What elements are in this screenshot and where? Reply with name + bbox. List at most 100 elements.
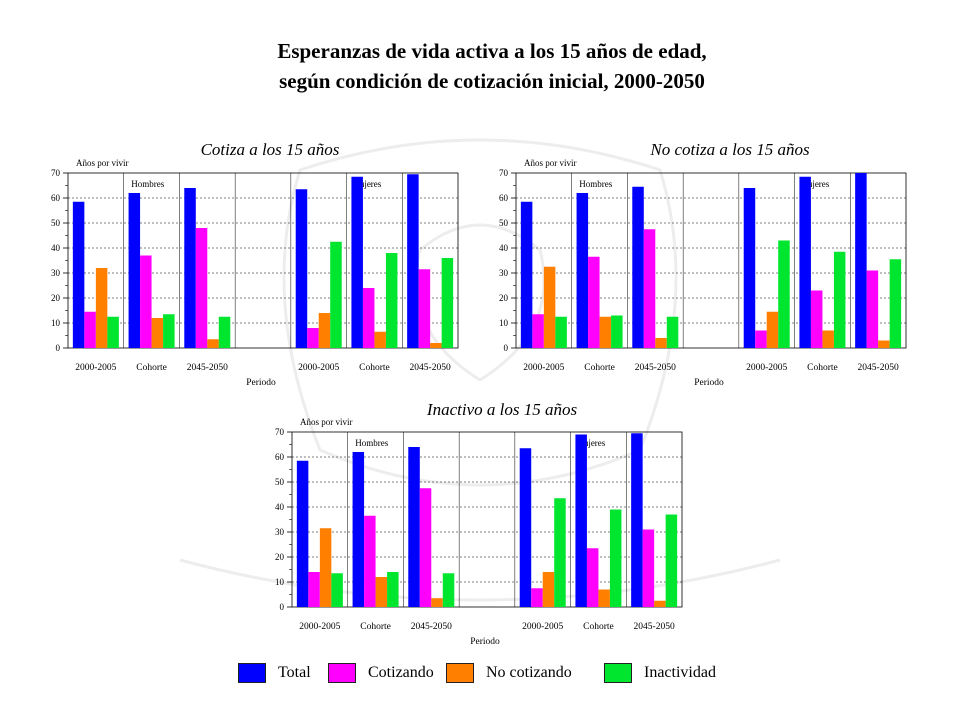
bar-no-cotizando xyxy=(431,598,443,607)
x-tick-label: 2045-2050 xyxy=(187,363,228,373)
bar-total xyxy=(128,193,141,348)
bar-cotizando xyxy=(643,229,656,348)
bar-no-cotizando xyxy=(599,316,612,348)
x-tick-label: 2045-2050 xyxy=(634,622,675,632)
bar-total xyxy=(351,176,363,348)
y-tick-label: 70 xyxy=(499,168,509,178)
bar-no-cotizando xyxy=(878,340,890,348)
bar-no-cotizando xyxy=(151,318,164,348)
legend: No cotizando xyxy=(446,663,572,683)
bar-inactividad xyxy=(163,314,175,348)
bar-no-cotizando xyxy=(598,589,610,607)
page-title-line-2: según condición de cotización inicial, 2… xyxy=(279,69,705,93)
bar-inactividad xyxy=(385,253,398,348)
legend-label-cotizando: Cotizando xyxy=(368,664,434,681)
y-tick-label: 70 xyxy=(51,168,61,178)
y-tick-label: 0 xyxy=(56,343,61,353)
x-tick-label: 2000-2005 xyxy=(522,622,563,632)
bar-total xyxy=(72,201,85,348)
legend-swatch-no-cotizando xyxy=(446,663,474,683)
bar-cotizando xyxy=(364,515,376,607)
bar-no-cotizando xyxy=(822,330,834,348)
bar-inactividad xyxy=(441,258,454,348)
bar-inactividad xyxy=(218,316,231,348)
bar-cotizando xyxy=(362,288,375,348)
bar-inactividad xyxy=(555,316,567,348)
bar-cotizando xyxy=(308,572,320,607)
legend-label-inactividad: Inactividad xyxy=(644,664,716,681)
x-tick-label: 2000-2005 xyxy=(746,363,787,373)
y-tick-label: 60 xyxy=(51,193,61,203)
x-tick-label: 2045-2050 xyxy=(635,363,676,373)
y-tick-label: 20 xyxy=(275,552,285,562)
watermark-stroke xyxy=(179,558,781,602)
y-tick-label: 50 xyxy=(275,477,285,487)
y-tick-label: 0 xyxy=(280,602,285,612)
bar-cotizando xyxy=(307,328,319,348)
bar-no-cotizando xyxy=(318,313,331,348)
legend: Cotizando xyxy=(328,663,434,683)
y-tick-label: 10 xyxy=(51,318,61,328)
bar-no-cotizando xyxy=(766,311,779,348)
y-tick-label: 60 xyxy=(499,193,509,203)
y-tick-label: 10 xyxy=(499,318,509,328)
bar-cotizando xyxy=(755,330,767,348)
group-label-mujeres: Mujeres xyxy=(352,179,382,189)
bar-total xyxy=(519,448,532,607)
bar-inactividad xyxy=(889,259,902,348)
bar-no-cotizando xyxy=(374,331,386,348)
y-tick-label: 10 xyxy=(275,577,285,587)
y-tick-label: 20 xyxy=(51,293,61,303)
legend-swatch-inactividad xyxy=(604,663,632,683)
bar-inactividad xyxy=(778,240,790,348)
bar-cotizando xyxy=(588,256,600,348)
bar-cotizando xyxy=(810,290,823,348)
bar-inactividad xyxy=(330,241,342,348)
legend: Inactividad xyxy=(604,663,716,683)
bar-cotizando xyxy=(419,488,432,607)
y-tick-label: 40 xyxy=(499,243,509,253)
bar-inactividad xyxy=(387,572,399,607)
bar-inactividad xyxy=(665,514,678,607)
bar-inactividad xyxy=(611,315,623,348)
bar-total xyxy=(855,173,867,348)
y-tick-label: 30 xyxy=(51,268,61,278)
bar-inactividad xyxy=(331,573,343,607)
y-tick-label: 40 xyxy=(275,502,285,512)
y-tick-label: 0 xyxy=(504,343,509,353)
x-tick-label: 2000-2005 xyxy=(299,622,340,632)
y-tick-label: 30 xyxy=(499,268,509,278)
group-label-hombres: Hombres xyxy=(355,438,388,448)
chart-title: No cotiza a los 15 años xyxy=(649,140,810,159)
x-tick-label: Cohorte xyxy=(584,363,615,373)
bar-no-cotizando xyxy=(375,577,388,607)
y-tick-label: 50 xyxy=(51,218,61,228)
bar-no-cotizando xyxy=(319,528,332,607)
bar-cotizando xyxy=(532,314,544,348)
legend: Total xyxy=(238,663,311,683)
x-axis-title: Periodo xyxy=(694,378,724,388)
bar-cotizando xyxy=(586,548,599,607)
bar-total xyxy=(295,189,308,348)
bar-no-cotizando xyxy=(95,268,108,348)
x-tick-label: 2000-2005 xyxy=(523,363,564,373)
x-tick-label: 2045-2050 xyxy=(411,622,452,632)
x-tick-label: 2045-2050 xyxy=(410,363,451,373)
y-tick-label: 50 xyxy=(499,218,509,228)
y-tick-label: 70 xyxy=(275,427,285,437)
bar-cotizando xyxy=(418,269,431,348)
plot-area xyxy=(67,172,459,349)
bar-total xyxy=(408,447,420,607)
bar-cotizando xyxy=(84,311,96,348)
bar-inactividad xyxy=(554,498,566,607)
legend-label-total: Total xyxy=(278,664,311,681)
bar-total xyxy=(352,452,365,607)
bar-inactividad xyxy=(442,573,455,607)
plot-area xyxy=(515,172,907,349)
bar-total xyxy=(631,433,643,607)
y-tick-label: 60 xyxy=(275,452,285,462)
bar-cotizando xyxy=(531,588,543,607)
group-label-hombres: Hombres xyxy=(131,179,164,189)
watermark-stroke xyxy=(282,138,678,487)
